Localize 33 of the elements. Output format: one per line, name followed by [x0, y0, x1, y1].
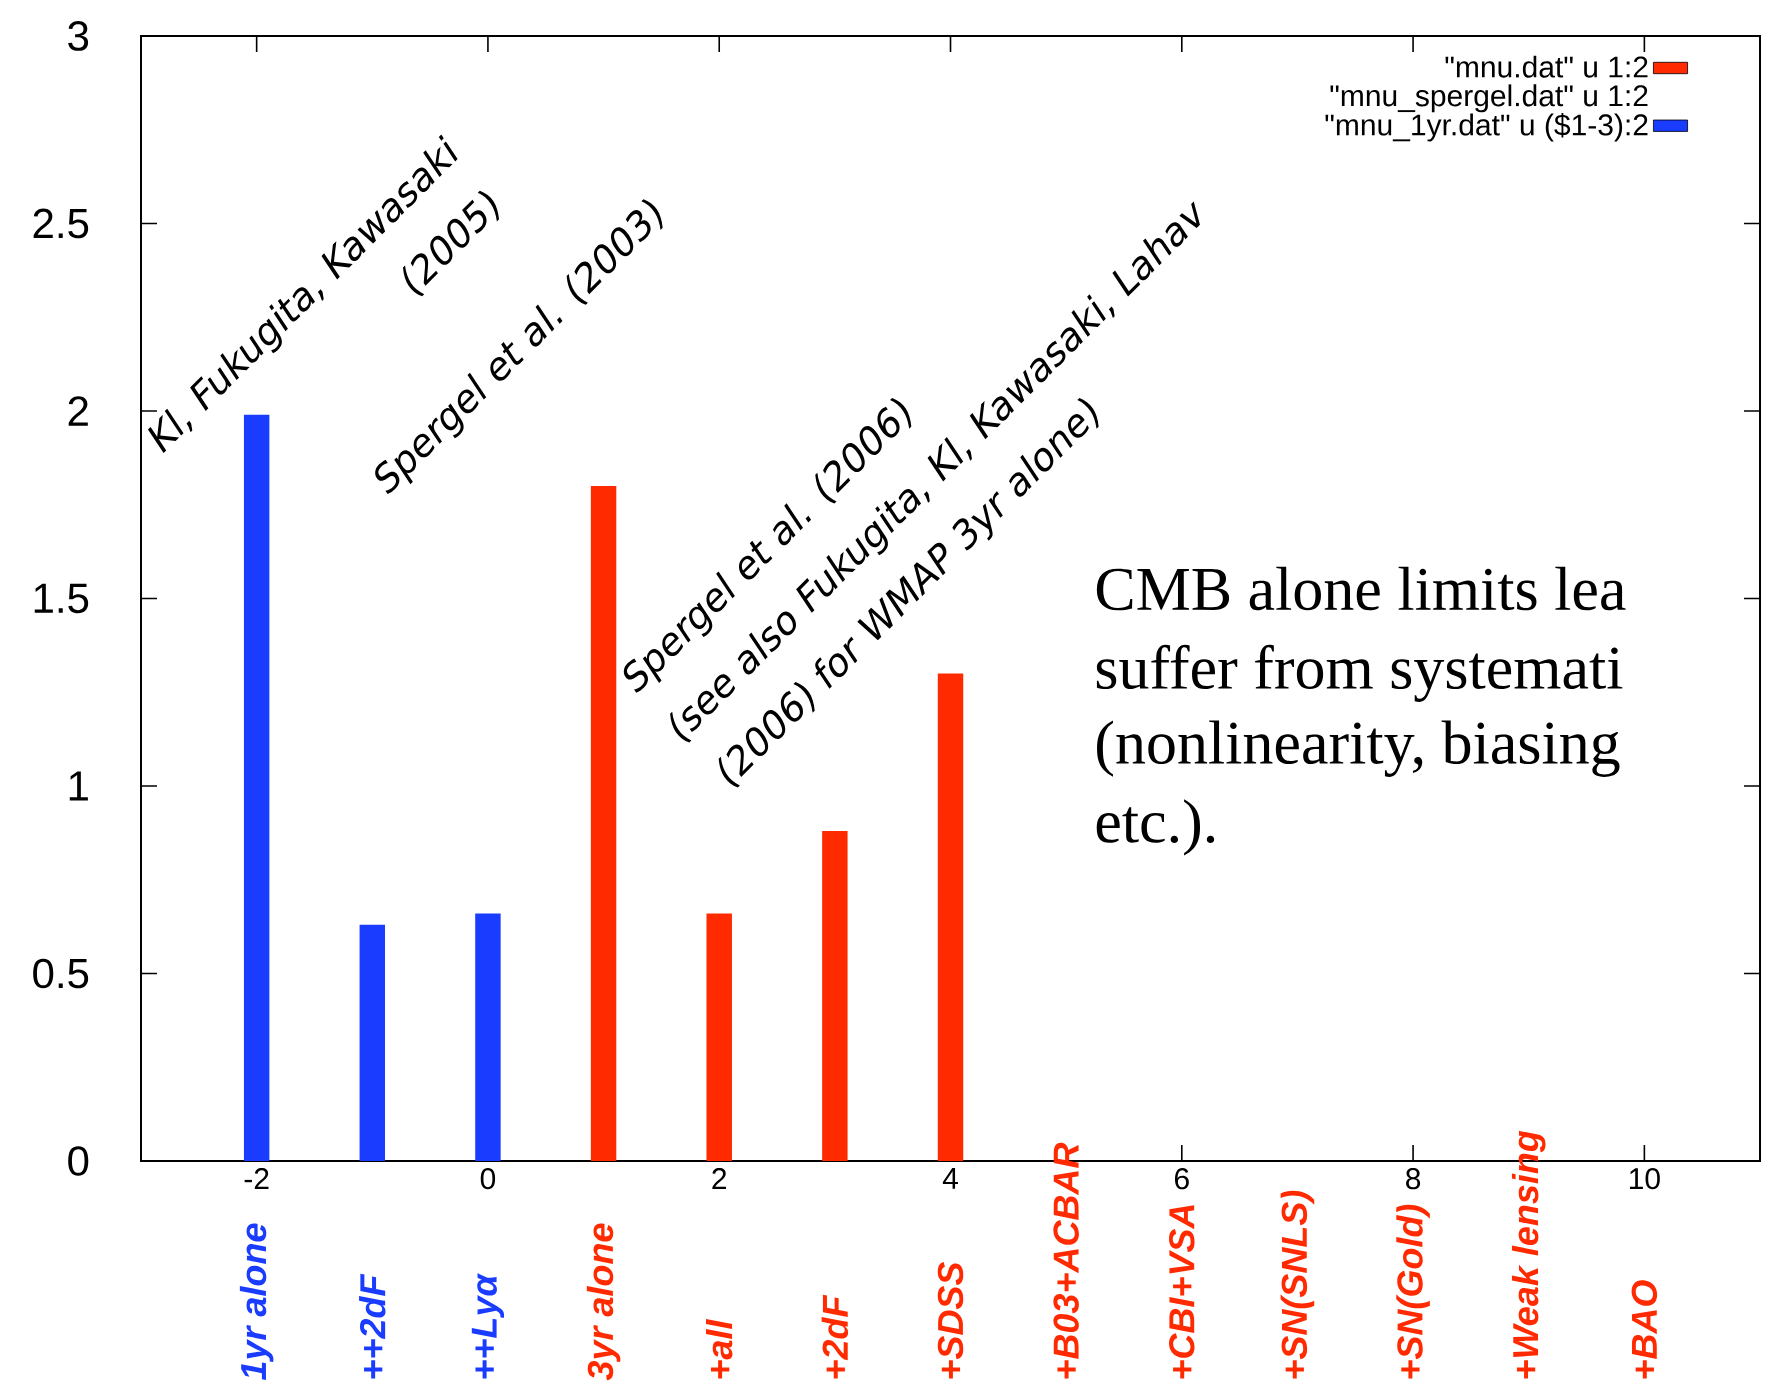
x-tick-label: 8: [1406, 1168, 1421, 1190]
annotation: (nonlinearity, biasing: [1097, 720, 1620, 777]
x-tick-label: 4: [942, 1168, 958, 1189]
text: +SDSS: [937, 1261, 964, 1379]
x-tick-label: 6: [1174, 1168, 1189, 1190]
text: 1yr alone: [239, 1223, 274, 1381]
y-tick-label: 2.5: [33, 208, 89, 239]
x-tick-label: 10: [1629, 1168, 1660, 1190]
text: +CBI+VSA: [1169, 1205, 1195, 1379]
y-tick-label: 1.5: [34, 583, 89, 614]
text: +2dF: [821, 1294, 849, 1379]
y-tick-label: 1: [69, 771, 88, 801]
x-tick-label: 2: [712, 1168, 727, 1190]
annotation: +Weak lensing: [1511, 1130, 1546, 1379]
text: +all: [705, 1318, 733, 1379]
text: 3yr alone: [586, 1223, 621, 1381]
text: "mnu_spergel.dat" u 1:2: [1330, 84, 1648, 113]
text: +SN(Gold): [1396, 1204, 1430, 1379]
text: ++2dF: [359, 1273, 386, 1379]
y-tick-label: 2: [68, 396, 88, 426]
legend-label: "mnu_1yr.dat" u ($1-3):2: [1325, 113, 1648, 142]
y-tick-label: 3: [68, 21, 89, 51]
y-tick-label: 0.5: [33, 958, 89, 989]
annotation: etc.).: [1096, 799, 1215, 856]
text: ++Lyα: [471, 1272, 505, 1379]
x-tick-label: 0: [480, 1168, 496, 1190]
x-tick-label: -2: [244, 1168, 269, 1190]
text: +SN(SNLS): [1280, 1190, 1315, 1379]
text: +BAO: [1631, 1280, 1658, 1379]
annotation: suffer from systemati: [1096, 644, 1623, 702]
annotation: +B03+ACBAR: [1053, 1142, 1079, 1379]
annotation: CMB alone limits lea: [1096, 566, 1626, 611]
legend-label: "mnu.dat" u 1:2: [1445, 55, 1648, 78]
